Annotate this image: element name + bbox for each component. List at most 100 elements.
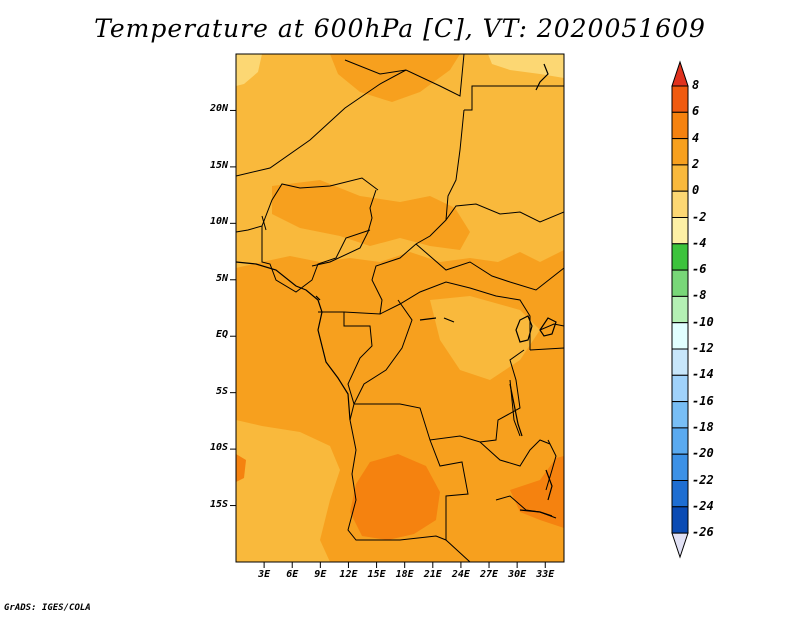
field-light-west — [236, 420, 340, 562]
latitude-label: 5N — [215, 272, 228, 284]
colorbar-label: -6 — [692, 262, 707, 277]
grads-credit: GrADS: IGES/COLA — [4, 603, 91, 613]
colorbar-swatch — [671, 453, 689, 482]
colorbar-swatch — [671, 374, 689, 403]
country-borders — [236, 54, 564, 562]
nile-delta — [535, 63, 549, 91]
colorbar-label: -20 — [692, 446, 714, 461]
border-libya — [344, 54, 465, 97]
colorbar-label: -16 — [692, 393, 714, 408]
colorbar-label: -2 — [692, 209, 707, 224]
y-ticks — [230, 109, 236, 507]
latitude-label: EQ — [215, 329, 228, 341]
field-hot-west — [236, 454, 246, 482]
colorbar-swatch — [671, 295, 689, 324]
longitude-label: 3E — [258, 569, 271, 580]
colorbar-label: 0 — [692, 183, 700, 198]
colorbar-swatch — [671, 348, 689, 376]
colorbar-swatch — [671, 322, 689, 350]
map-frame — [235, 53, 565, 563]
colorbar-swatch — [671, 480, 689, 508]
colorbar-swatch — [671, 138, 689, 166]
field-dark-band-north — [330, 54, 460, 102]
border-nigeria-chad — [311, 189, 377, 267]
border-car-sudan — [415, 243, 564, 291]
latitude-label: 20N — [209, 103, 228, 115]
border-sudan-south — [445, 203, 564, 223]
border-algeria-niger — [236, 69, 407, 177]
longitude-label: 6E — [286, 569, 299, 580]
colorbar-top-arrow — [671, 60, 689, 87]
colorbar-swatch — [671, 217, 689, 245]
latitude-label: 10S — [209, 442, 228, 454]
colorbar-swatch — [671, 401, 689, 429]
colorbar-swatch — [671, 85, 689, 113]
field-hot-south — [350, 454, 440, 540]
colorbar-swatch — [671, 427, 689, 455]
field-lightest-ne — [488, 54, 564, 78]
longitude-label: 18E — [395, 569, 414, 580]
lake-tanganyika — [509, 383, 523, 437]
river-congo — [419, 317, 455, 323]
longitude-label: 30E — [508, 569, 527, 580]
lake-victoria — [515, 315, 533, 343]
colorbar-swatch — [671, 164, 689, 192]
longitude-label: 24E — [451, 569, 470, 580]
coastlines — [236, 63, 557, 517]
colorbar-label: -26 — [692, 525, 714, 540]
colorbar-label: -10 — [692, 314, 714, 329]
colorbar-swatch — [671, 269, 689, 297]
border-nigeria-cameroon — [261, 226, 371, 293]
colorbar-swatch — [671, 506, 689, 534]
colorbar-label: 6 — [692, 104, 700, 119]
colorbar-label: -8 — [692, 288, 707, 303]
border-malawi — [545, 439, 557, 491]
coastline-atlantic — [236, 261, 351, 421]
lake-victoria-east — [539, 317, 557, 337]
border-drc-north — [379, 281, 531, 350]
border-zambia — [429, 439, 471, 562]
lake-malawi — [545, 469, 553, 501]
x-ticks — [263, 562, 546, 568]
border-kenya-uganda — [529, 347, 564, 351]
border-kenya — [539, 323, 564, 331]
colorbar-label: -14 — [692, 367, 714, 382]
latitude-label: 10N — [209, 216, 228, 228]
field-light-east — [430, 296, 540, 380]
map-title: Temperature at 600hPa [C], VT: 202005160… — [94, 14, 706, 43]
bight-island — [315, 295, 321, 301]
colorbar — [671, 60, 689, 559]
longitude-label: 12E — [339, 569, 358, 580]
longitude-label: 21E — [423, 569, 442, 580]
colorbar-swatch — [671, 243, 689, 271]
colorbar-bottom-arrow — [671, 532, 689, 559]
latitude-label: 15N — [209, 159, 228, 171]
border-congo-gabon — [318, 311, 373, 405]
colorbar-label: -12 — [692, 341, 714, 355]
colorbar-label: -24 — [692, 498, 714, 513]
colorbar-label: -22 — [692, 472, 714, 487]
border-zambia-tanzania — [479, 439, 551, 467]
latitude-label: 5S — [215, 385, 228, 397]
border-drc-south — [354, 349, 525, 443]
longitude-label: 9E — [314, 569, 327, 580]
border-angola — [347, 419, 447, 541]
longitude-label: 27E — [479, 569, 499, 580]
colorbar-label: -18 — [692, 419, 714, 434]
border-benin — [261, 215, 267, 231]
longitude-label: 15E — [367, 569, 386, 580]
colorbar-swatch — [671, 111, 689, 140]
colorbar-label: 2 — [692, 156, 700, 171]
colorbar-label: 4 — [692, 130, 700, 145]
colorbar-label: -4 — [692, 235, 707, 250]
latitude-label: 15S — [209, 498, 228, 510]
colorbar-swatch — [671, 190, 689, 218]
border-egypt-sudan — [464, 85, 564, 111]
lake-kariba — [519, 509, 553, 517]
border-nigeria-niger — [236, 177, 379, 233]
field-lightest-north — [236, 54, 262, 86]
longitude-label: 33E — [536, 569, 555, 580]
colorbar-label: 8 — [692, 78, 700, 92]
temperature-field — [236, 54, 564, 562]
